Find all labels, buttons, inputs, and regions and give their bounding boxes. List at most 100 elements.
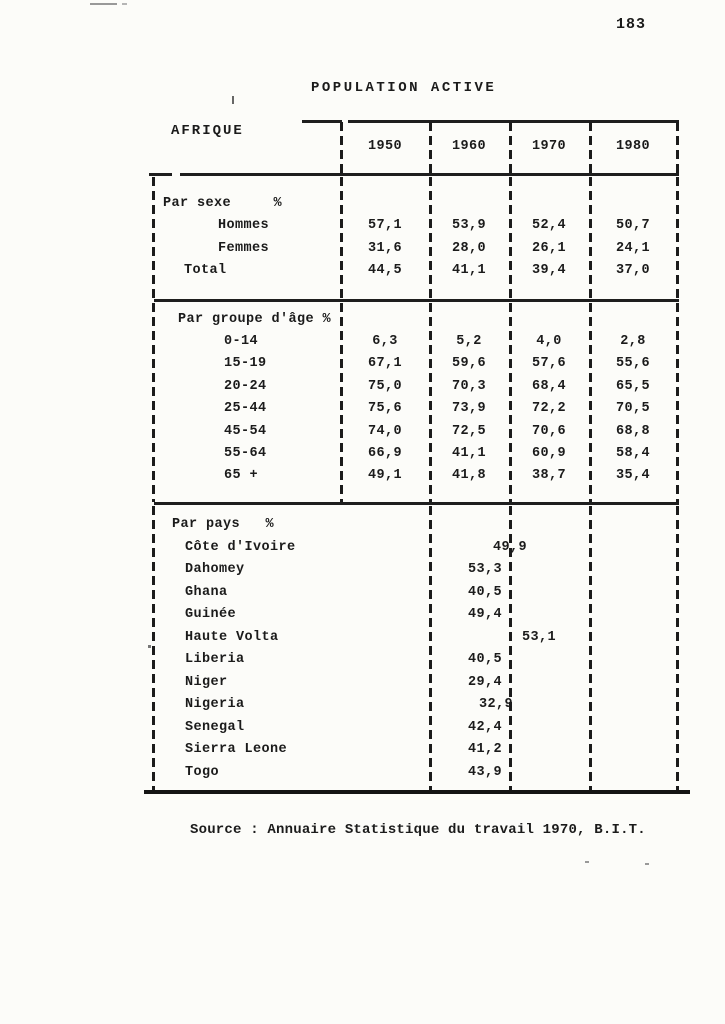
table-top-border: [348, 120, 679, 123]
row-label: 65 +: [224, 468, 259, 483]
cell-1960: 53,9: [451, 218, 486, 233]
scan-artifact: [122, 3, 127, 5]
row-label: 20-24: [224, 379, 267, 394]
cell-1960: 59,6: [451, 356, 486, 371]
page-number: 183: [616, 16, 647, 33]
year-column-header: 1980: [615, 139, 650, 154]
cell-1960: 73,9: [451, 401, 486, 416]
section-header-row: Par sexe %: [0, 196, 725, 216]
table-top-border: [302, 120, 342, 123]
header-bottom-border: [149, 173, 172, 176]
cell-1980: 70,5: [615, 401, 650, 416]
year-column-header: 1970: [531, 139, 566, 154]
row-label: Ghana: [185, 585, 228, 600]
column-divider: [589, 177, 592, 299]
table-row: 20-24 75,0 70,3 68,4 65,5: [0, 379, 725, 399]
row-label: Hommes: [218, 218, 270, 233]
row-label: Nigeria: [185, 697, 245, 712]
cell-value: 49,9: [492, 540, 527, 555]
column-divider: [509, 303, 512, 502]
scan-artifact: [585, 861, 589, 863]
cell-1950: 49,1: [367, 468, 402, 483]
column-divider: [152, 177, 155, 299]
section-title: Par groupe d'âge %: [178, 312, 332, 327]
cell-1970: 72,2: [531, 401, 566, 416]
cell-1950: 75,6: [367, 401, 402, 416]
cell-1950: 31,6: [367, 241, 402, 256]
cell-value: 41,2: [467, 742, 502, 757]
cell-1950: 66,9: [367, 446, 402, 461]
column-divider: [509, 177, 512, 299]
table-row: Femmes 31,6 28,0 26,1 24,1: [0, 241, 725, 261]
section-title: Par sexe %: [163, 196, 283, 211]
cell-1950: 75,0: [367, 379, 402, 394]
table-row: 65 + 49,1 41,8 38,7 35,4: [0, 468, 725, 488]
cell-1960: 41,1: [451, 446, 486, 461]
section-divider-line: [154, 502, 679, 505]
table-bottom-border: [144, 790, 690, 794]
table-row: Togo 43,9: [0, 765, 725, 785]
section-header-row: Par pays %: [0, 517, 725, 537]
document-title: POPULATION ACTIVE: [311, 80, 497, 96]
cell-1950: 44,5: [367, 263, 402, 278]
year-column-header: 1960: [451, 139, 486, 154]
cell-1950: 67,1: [367, 356, 402, 371]
cell-1970: 57,6: [531, 356, 566, 371]
column-divider: [429, 506, 432, 790]
cell-1980: 68,8: [615, 424, 650, 439]
table-row: Senegal 42,4: [0, 720, 725, 740]
cell-1960: 28,0: [451, 241, 486, 256]
cell-1970: 60,9: [531, 446, 566, 461]
cell-1970: 38,7: [531, 468, 566, 483]
cell-value: 43,9: [467, 765, 502, 780]
region-label: AFRIQUE: [171, 123, 244, 139]
scan-artifact: [232, 96, 234, 104]
section-divider-line: [154, 299, 679, 302]
cell-value: 49,4: [467, 607, 502, 622]
row-label: Togo: [185, 765, 220, 780]
cell-1980: 58,4: [615, 446, 650, 461]
cell-1980: 2,8: [620, 334, 646, 349]
table-row: 45-54 74,0 72,5 70,6 68,8: [0, 424, 725, 444]
table-row: Nigeria 32,9: [0, 697, 725, 717]
table-row: Ghana 40,5: [0, 585, 725, 605]
column-divider: [589, 122, 592, 174]
table-row: Liberia 40,5: [0, 652, 725, 672]
row-label: 0-14: [224, 334, 259, 349]
column-divider: [152, 506, 155, 790]
table-row: 0-14 6,3 5,2 4,0 2,8: [0, 334, 725, 354]
row-label: Haute Volta: [185, 630, 279, 645]
row-label: Guinée: [185, 607, 237, 622]
column-divider: [676, 303, 679, 502]
row-label: 55-64: [224, 446, 267, 461]
cell-1980: 24,1: [615, 241, 650, 256]
cell-1960: 41,1: [451, 263, 486, 278]
cell-value: 42,4: [467, 720, 502, 735]
table-row: Haute Volta 53,1: [0, 630, 725, 650]
cell-1970: 26,1: [531, 241, 566, 256]
cell-1970: 52,4: [531, 218, 566, 233]
column-divider: [340, 122, 343, 174]
cell-value: 40,5: [467, 585, 502, 600]
scan-artifact: [148, 645, 151, 648]
table-row: 25-44 75,6 73,9 72,2 70,5: [0, 401, 725, 421]
table-row: Sierra Leone 41,2: [0, 742, 725, 762]
year-column-header: 1950: [367, 139, 402, 154]
header-bottom-border: [180, 173, 679, 176]
column-divider: [509, 122, 512, 174]
row-label: Niger: [185, 675, 228, 690]
row-label: Dahomey: [185, 562, 245, 577]
cell-1960: 5,2: [456, 334, 482, 349]
cell-1960: 72,5: [451, 424, 486, 439]
table-row: Total 44,5 41,1 39,4 37,0: [0, 263, 725, 283]
section-header-row: Par groupe d'âge %: [0, 312, 725, 332]
cell-1950: 74,0: [367, 424, 402, 439]
table-row: Dahomey 53,3: [0, 562, 725, 582]
row-label: 15-19: [224, 356, 267, 371]
table-row: Niger 29,4: [0, 675, 725, 695]
row-label: Femmes: [218, 241, 270, 256]
column-divider: [676, 506, 679, 790]
cell-1970: 68,4: [531, 379, 566, 394]
column-divider: [589, 506, 592, 790]
